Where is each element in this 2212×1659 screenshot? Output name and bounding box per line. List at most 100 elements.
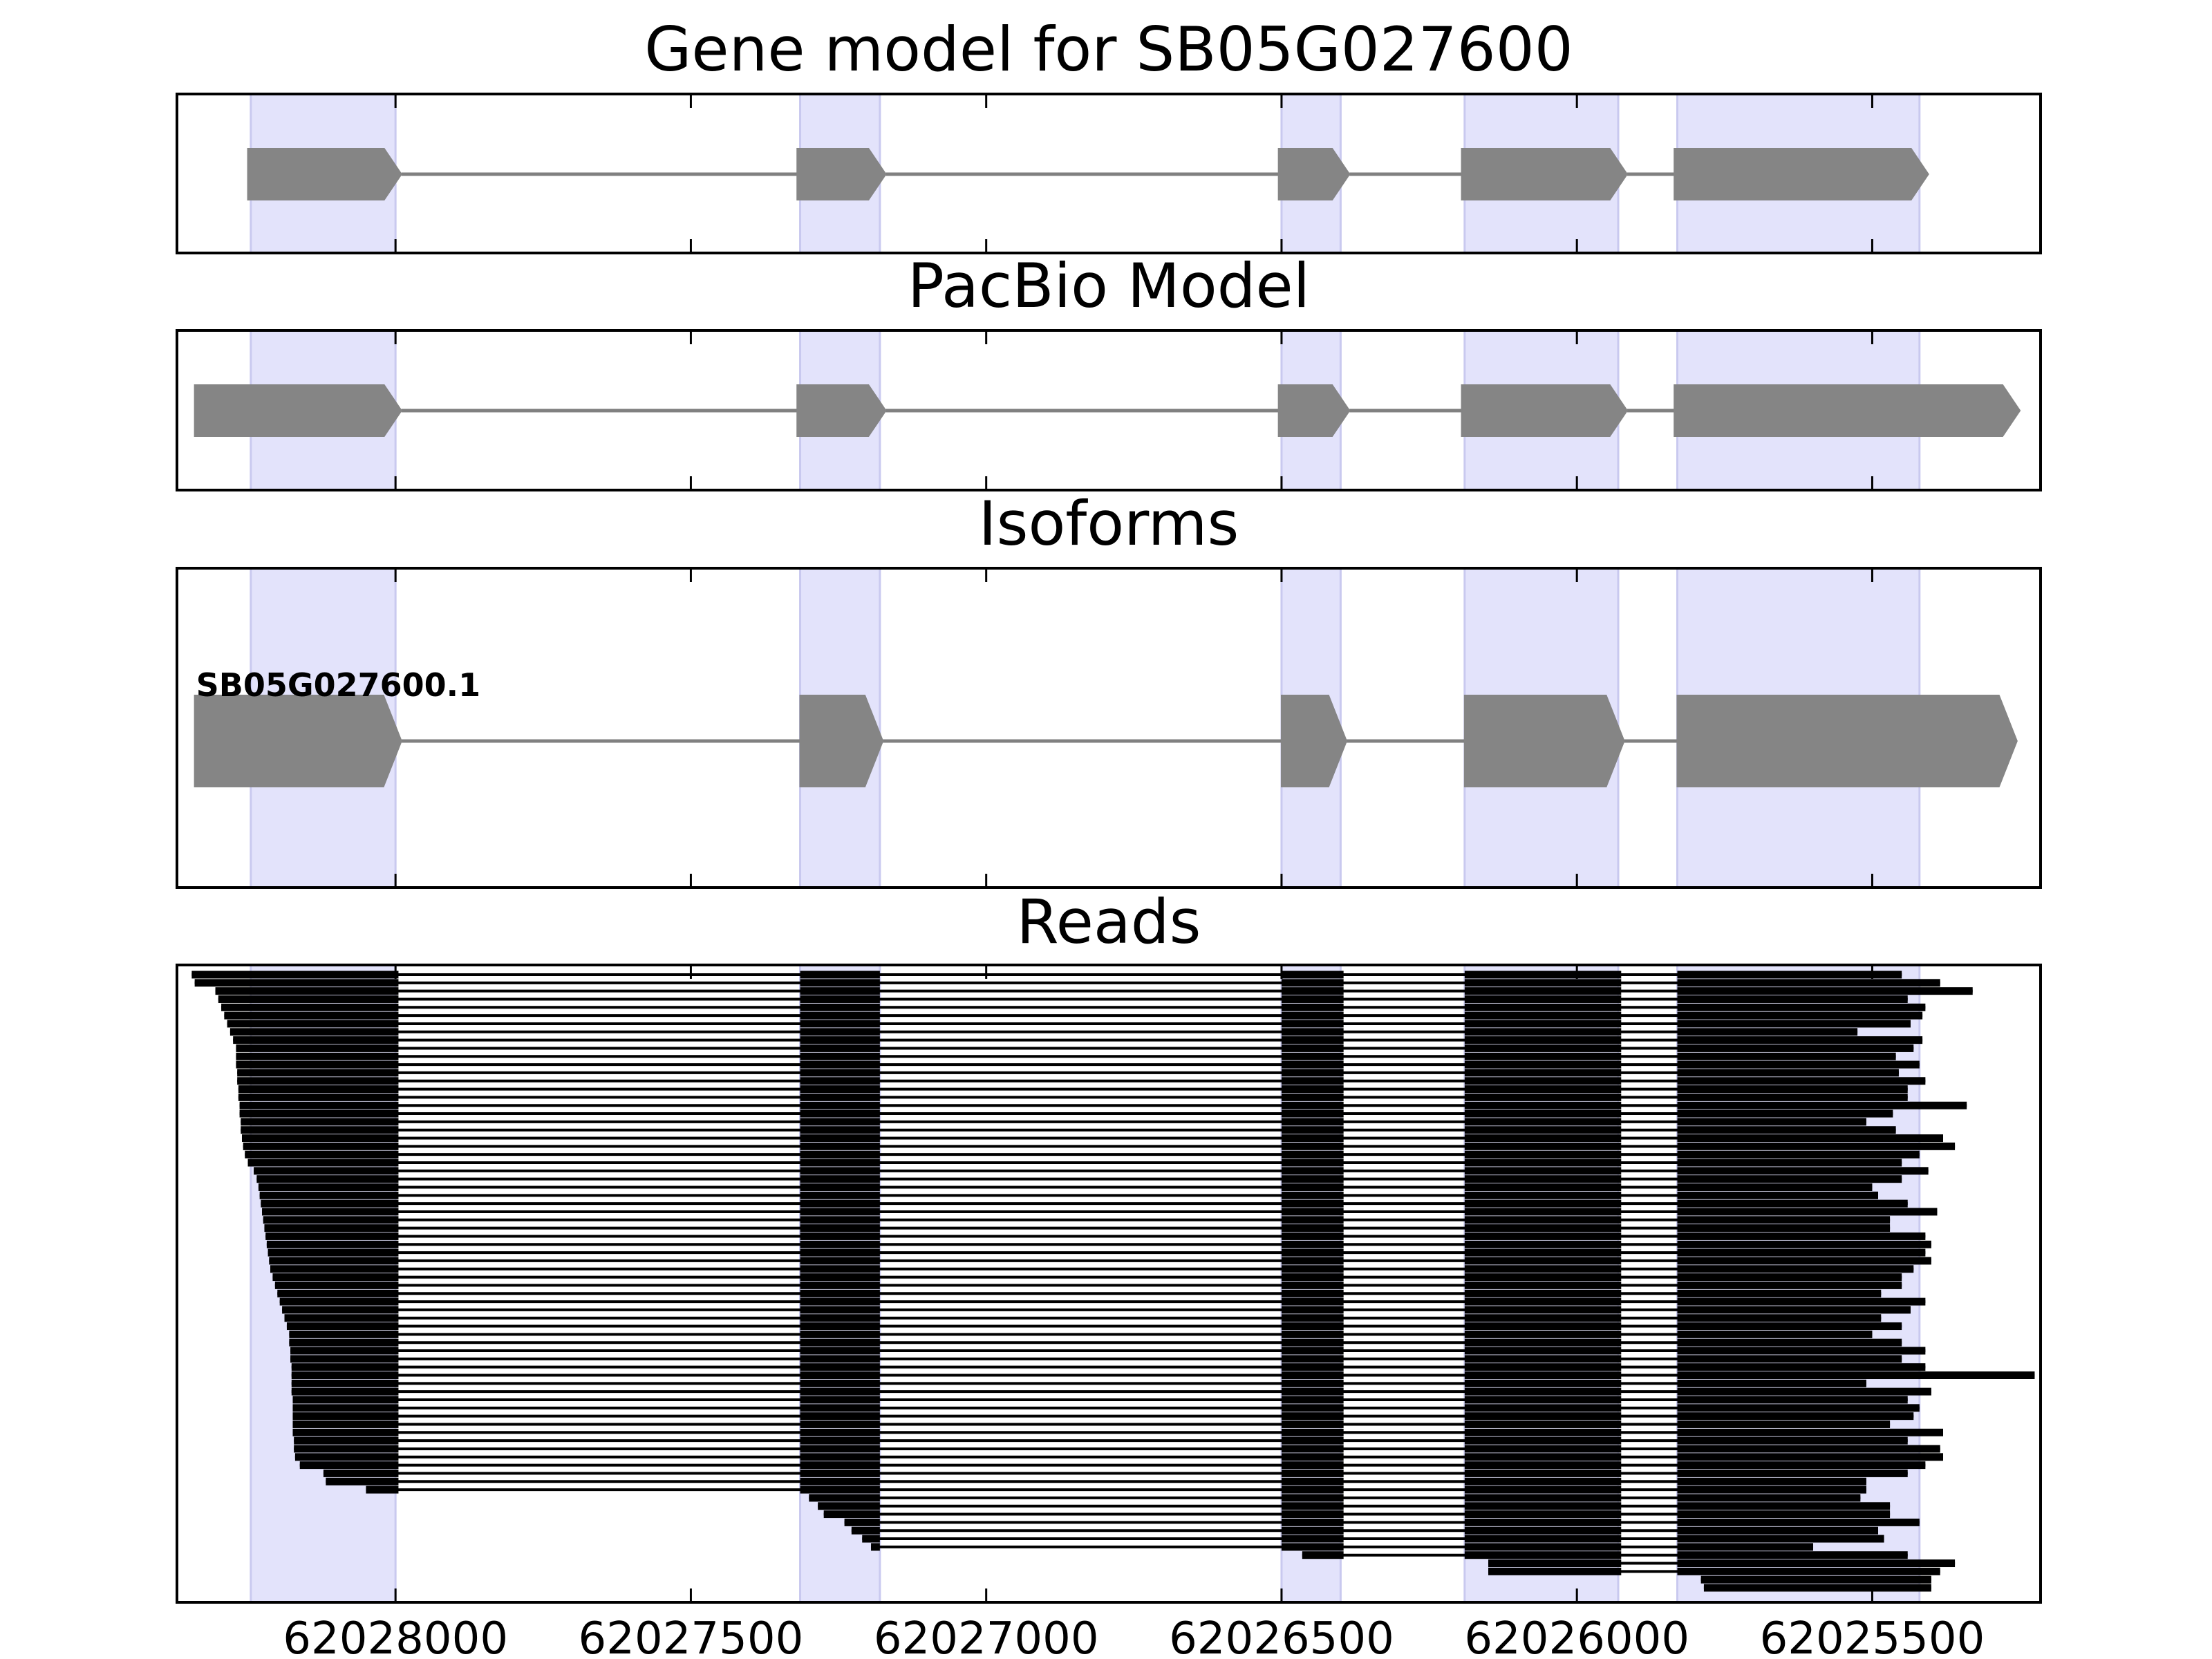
read-block bbox=[1677, 1020, 1911, 1028]
panel-2 bbox=[176, 329, 2042, 491]
read-block bbox=[272, 1273, 399, 1282]
read-block bbox=[800, 1052, 880, 1060]
read-block bbox=[247, 1159, 399, 1167]
read-block bbox=[800, 979, 880, 987]
axes-frame bbox=[176, 964, 2042, 1604]
read-block bbox=[1464, 995, 1622, 1003]
read-37 bbox=[270, 1265, 1914, 1273]
read-block bbox=[800, 1248, 880, 1257]
read-block bbox=[292, 1396, 399, 1404]
read-block bbox=[1464, 1494, 1622, 1502]
read-block bbox=[800, 1167, 880, 1175]
read-block bbox=[1281, 1044, 1344, 1052]
read-block bbox=[239, 1109, 399, 1118]
read-block bbox=[800, 1338, 880, 1347]
read-block bbox=[1677, 1175, 1902, 1183]
read-block bbox=[809, 1494, 880, 1502]
read-10 bbox=[236, 1044, 1914, 1052]
read-block bbox=[263, 1216, 399, 1224]
read-block bbox=[800, 1379, 880, 1387]
read-55 bbox=[292, 1412, 1914, 1421]
read-block bbox=[1703, 1584, 1931, 1592]
read-block bbox=[800, 1142, 880, 1150]
read-block bbox=[1677, 1322, 1902, 1331]
read-block bbox=[1281, 1518, 1344, 1526]
read-16 bbox=[238, 1093, 1908, 1101]
read-block bbox=[1281, 1469, 1344, 1477]
read-block bbox=[1677, 995, 1908, 1003]
exon-4 bbox=[1461, 148, 1629, 200]
read-12 bbox=[236, 1060, 1920, 1069]
read-block bbox=[800, 1044, 880, 1052]
exon-2 bbox=[799, 695, 884, 787]
read-block bbox=[291, 1371, 399, 1380]
read-block bbox=[800, 1387, 880, 1396]
read-block bbox=[1677, 1518, 1920, 1526]
read-block bbox=[1677, 1150, 1920, 1159]
read-block bbox=[1677, 971, 1902, 979]
read-block bbox=[1281, 987, 1344, 995]
exon-4 bbox=[1463, 695, 1625, 787]
panel-1 bbox=[176, 93, 2042, 254]
read-block bbox=[292, 1420, 399, 1428]
panel-3: SB05G027600.1 bbox=[176, 567, 2042, 889]
read-block bbox=[289, 1330, 399, 1338]
read-block bbox=[1464, 1167, 1622, 1175]
read-29 bbox=[261, 1199, 1908, 1208]
read-block bbox=[294, 1445, 399, 1453]
read-block bbox=[800, 1011, 880, 1020]
read-block bbox=[1464, 971, 1622, 979]
read-block bbox=[800, 1396, 880, 1404]
read-block bbox=[194, 979, 399, 987]
read-block bbox=[291, 1379, 399, 1387]
read-block bbox=[1464, 1044, 1622, 1052]
read-block bbox=[1281, 1379, 1344, 1387]
read-43 bbox=[284, 1314, 1882, 1322]
read-block bbox=[800, 1208, 880, 1216]
read-block bbox=[215, 987, 399, 995]
read-block bbox=[1281, 1355, 1344, 1363]
read-block bbox=[1281, 1020, 1344, 1028]
read-block bbox=[1677, 1248, 1926, 1257]
read-block bbox=[800, 1273, 880, 1282]
read-block bbox=[1281, 971, 1344, 979]
read-block bbox=[1464, 1191, 1622, 1199]
exon-5 bbox=[1674, 384, 2021, 437]
read-block bbox=[1281, 1052, 1344, 1060]
read-block bbox=[261, 1199, 399, 1208]
read-block bbox=[1464, 1126, 1622, 1134]
read-block bbox=[291, 1363, 399, 1371]
read-block bbox=[1281, 1142, 1344, 1150]
read-block bbox=[1677, 1101, 1967, 1109]
read-block bbox=[1464, 1502, 1622, 1510]
read-block bbox=[1677, 1281, 1902, 1289]
read-block bbox=[1281, 1175, 1344, 1183]
read-block bbox=[299, 1461, 399, 1470]
read-block bbox=[1464, 1134, 1622, 1143]
read-block bbox=[1281, 1281, 1344, 1289]
read-block bbox=[1464, 1526, 1622, 1535]
read-36 bbox=[269, 1257, 1931, 1265]
read-50 bbox=[291, 1371, 2035, 1380]
exon-3 bbox=[1280, 695, 1348, 787]
read-block bbox=[1464, 1150, 1622, 1159]
read-39 bbox=[274, 1281, 1902, 1289]
read-block bbox=[800, 1191, 880, 1199]
read-block bbox=[1464, 1330, 1622, 1338]
read-block bbox=[1677, 1502, 1891, 1510]
read-block bbox=[1464, 1101, 1622, 1109]
read-14 bbox=[237, 1077, 1926, 1085]
read-block bbox=[1281, 979, 1344, 987]
read-5 bbox=[221, 1003, 1926, 1011]
read-block bbox=[1464, 1118, 1622, 1126]
read-block bbox=[1281, 1494, 1344, 1502]
axes-frame bbox=[176, 329, 2042, 491]
read-block bbox=[800, 1199, 880, 1208]
read-block bbox=[1677, 1355, 1902, 1363]
read-25 bbox=[254, 1167, 1929, 1175]
read-block bbox=[269, 1257, 399, 1265]
read-block bbox=[1677, 1167, 1929, 1175]
read-block bbox=[229, 1028, 399, 1036]
panel-title-4: Reads bbox=[1017, 886, 1201, 957]
read-block bbox=[1677, 1216, 1891, 1224]
